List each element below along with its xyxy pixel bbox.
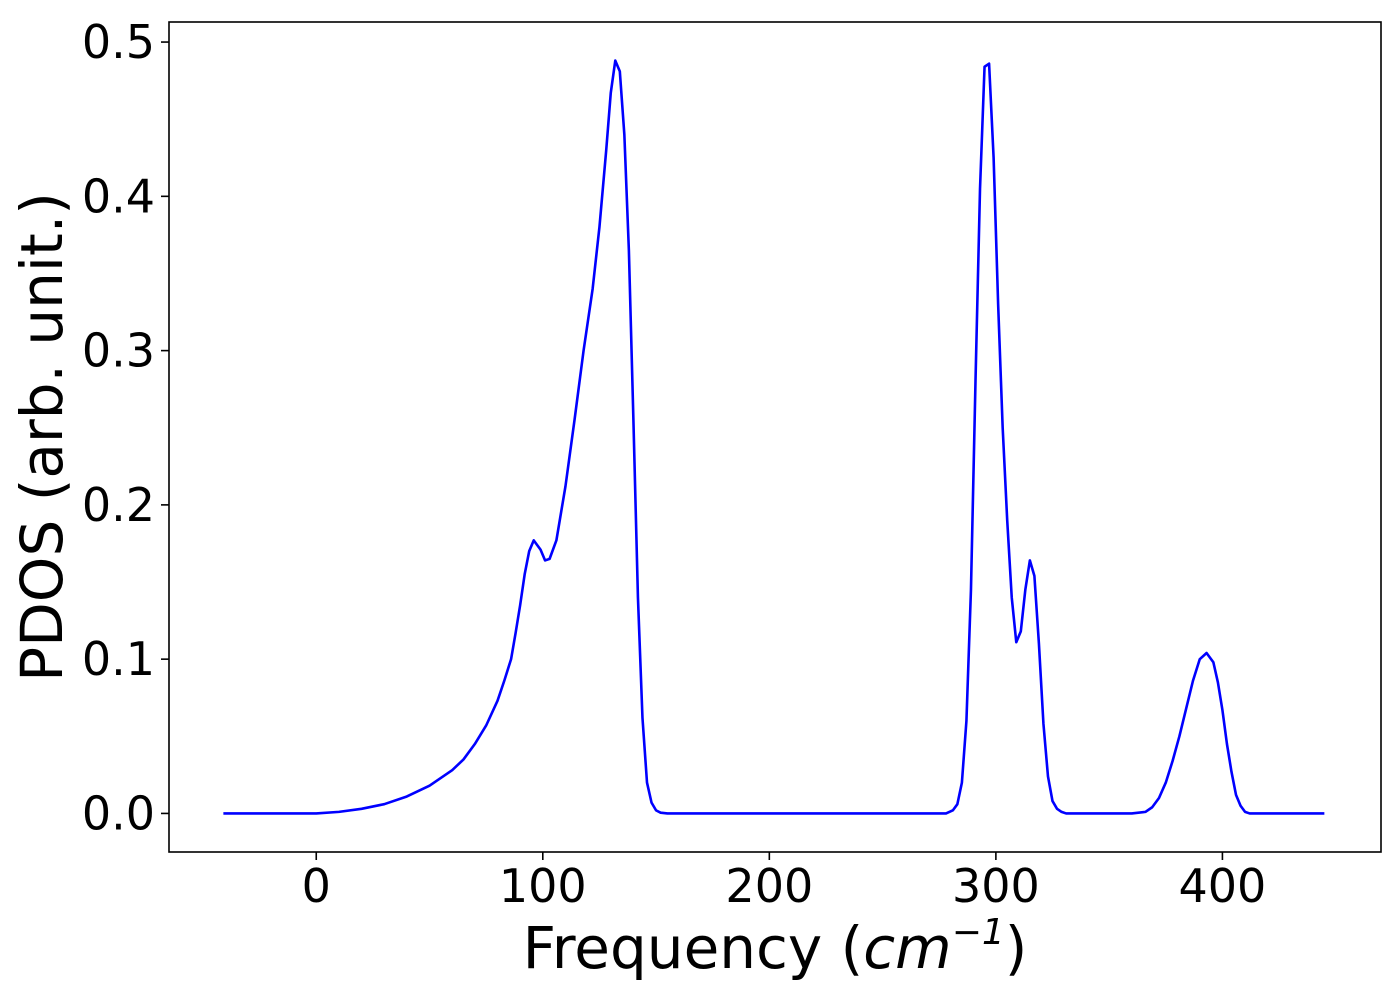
x-axis-title-prefix: Frequency ( (523, 914, 864, 982)
x-tick-label: 200 (725, 859, 813, 913)
y-tick-label: 0.2 (82, 478, 155, 532)
y-axis: 0.0 0.1 0.2 0.3 0.4 0.5 (82, 15, 169, 840)
plot-frame (168, 21, 1382, 853)
series-line-0 (223, 59, 1325, 815)
plot-area (223, 59, 1325, 815)
x-axis: 0 100 200 300 400 (302, 852, 1267, 913)
x-tick-label: 0 (302, 859, 331, 913)
x-tick-label: 100 (499, 859, 587, 913)
y-tick-label: 0.0 (82, 786, 155, 840)
x-axis-title-suffix: ) (1005, 914, 1028, 982)
x-axis-title-unit: cm (863, 914, 951, 982)
y-tick-label: 0.5 (82, 15, 155, 69)
x-tick-label: 300 (952, 859, 1040, 913)
y-tick-label: 0.4 (82, 169, 155, 223)
x-axis-title: Frequency (cm−1) (523, 912, 1028, 982)
y-tick-label: 0.3 (82, 324, 155, 378)
x-tick-label: 400 (1179, 859, 1267, 913)
y-axis-title: PDOS (arb. unit.) (8, 192, 76, 682)
y-tick-label: 0.1 (82, 632, 155, 686)
x-axis-title-unit-exponent: −1 (952, 912, 1005, 953)
